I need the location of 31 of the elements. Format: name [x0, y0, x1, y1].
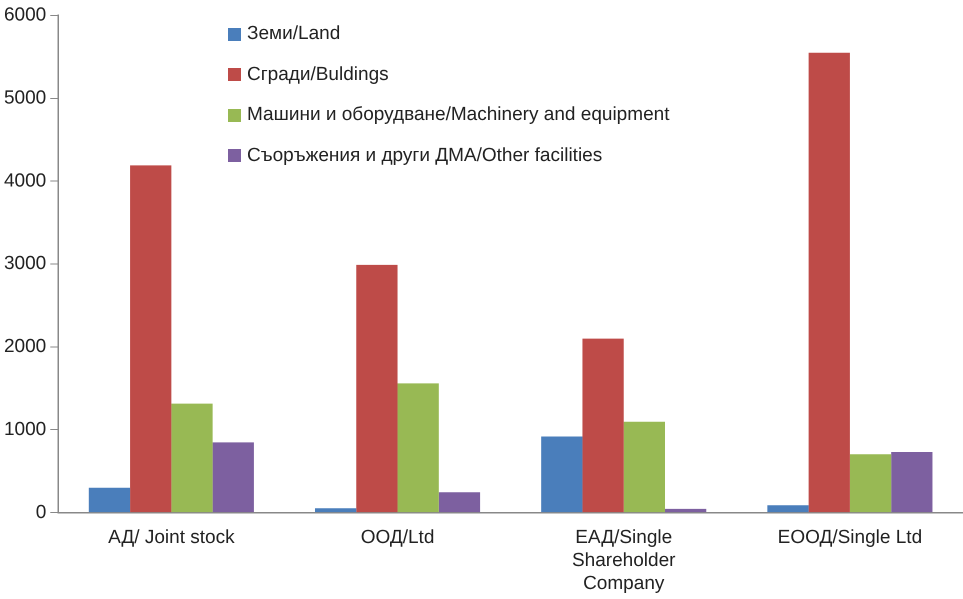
bar: [398, 383, 439, 512]
y-tick-label: 2000: [4, 336, 46, 358]
bar: [314, 508, 356, 512]
bar: [624, 422, 666, 512]
x-tick-label: ООД/Ltd: [360, 527, 434, 548]
bar: [891, 452, 932, 512]
x-tick-label: ЕАД/Single Shareholder Company: [572, 527, 676, 594]
bar: [541, 436, 582, 512]
y-tick-label: 4000: [4, 170, 46, 192]
bar: [130, 165, 172, 512]
bar: [767, 505, 809, 512]
legend-label: Земи/Land: [247, 23, 340, 46]
bar: [438, 492, 480, 512]
y-tick-label: 0: [36, 502, 46, 523]
bar: [88, 488, 130, 512]
bar: [171, 404, 213, 512]
x-tick-label: ЕООД/Single Ltd: [778, 527, 922, 548]
bar: [212, 442, 254, 512]
legend-label: Машини и оборудване/Machinery and equipment: [247, 104, 670, 126]
bar: [665, 508, 706, 512]
y-tick-label: 5000: [4, 88, 46, 108]
x-tick-label: АД/ Joint stock: [108, 527, 236, 548]
y-tick-label: 3000: [4, 253, 46, 274]
y-tick-label: 6000: [4, 4, 46, 26]
legend-label: Съоръжения и други ДМА/Other facilities: [247, 144, 602, 167]
bar: [356, 264, 398, 512]
bar: [850, 454, 892, 512]
y-tick-label: 1000: [4, 418, 46, 440]
bar: [582, 338, 624, 512]
bar: [808, 52, 850, 512]
legend-label: Сгради/Buldings: [247, 64, 389, 86]
